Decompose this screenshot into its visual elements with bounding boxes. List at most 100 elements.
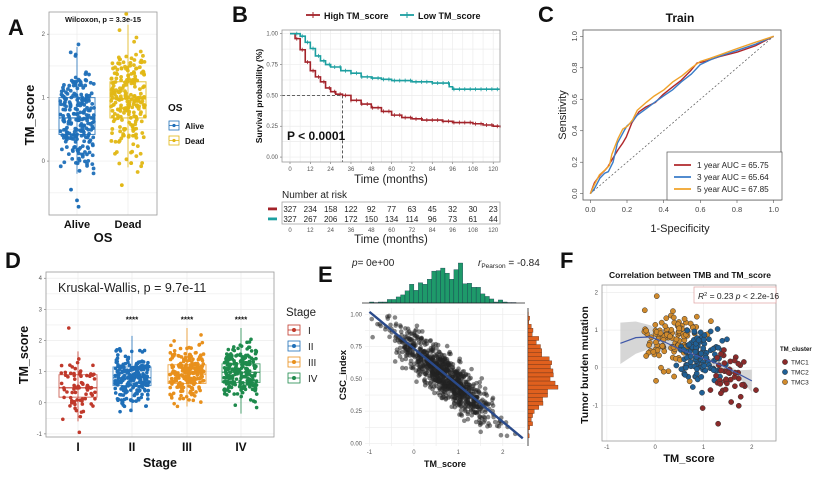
- box-stage-i: [58, 326, 98, 435]
- data-point: [60, 93, 65, 98]
- data-point: [131, 372, 136, 377]
- data-point: [85, 383, 90, 388]
- x-tick-label: -1: [604, 445, 610, 451]
- data-point: [87, 140, 92, 144]
- data-point: [110, 86, 115, 91]
- data-point: [252, 373, 257, 378]
- r2-text: R2 = 0.23 p < 2.2e-16: [698, 291, 779, 301]
- risk-table-title: Number at risk: [282, 190, 348, 201]
- histogram-bar: [527, 380, 556, 386]
- data-point: [458, 359, 463, 365]
- x-tick-label: 0.8: [732, 205, 742, 214]
- risk-value: 96: [428, 215, 437, 224]
- data-point: [252, 363, 256, 368]
- data-point-tmc2: [700, 345, 707, 352]
- box-alive: [58, 42, 96, 209]
- data-point-tmc1: [737, 393, 744, 400]
- legend-label: III: [308, 358, 316, 369]
- panel-label-a: A: [8, 15, 24, 40]
- data-point: [87, 131, 91, 136]
- data-point: [138, 380, 142, 385]
- data-point: [171, 370, 175, 374]
- x-tick-label: 84: [429, 167, 436, 173]
- data-point-tmc3: [693, 313, 700, 320]
- data-point: [250, 387, 255, 392]
- data-point: [89, 91, 94, 96]
- data-point: [121, 388, 126, 393]
- data-point: [60, 147, 64, 152]
- data-point: [184, 365, 188, 369]
- data-point: [66, 119, 71, 124]
- data-point: [117, 28, 122, 33]
- data-point: [414, 379, 419, 385]
- data-point: [144, 404, 148, 408]
- data-point-tmc3: [670, 308, 676, 314]
- histogram-bar: [527, 401, 544, 406]
- data-point: [458, 407, 464, 413]
- data-point: [239, 394, 244, 399]
- data-point: [138, 112, 143, 116]
- data-point-tmc3: [653, 339, 659, 346]
- data-point: [92, 372, 96, 377]
- data-point: [116, 397, 121, 402]
- data-point: [140, 366, 145, 371]
- data-point-tmc2: [698, 350, 704, 357]
- data-point: [465, 416, 471, 422]
- data-point: [235, 371, 240, 376]
- data-point: [80, 152, 84, 157]
- histogram-bar: [527, 393, 548, 398]
- data-point: [387, 334, 392, 340]
- data-point: [449, 367, 455, 373]
- risk-value: 92: [367, 205, 376, 214]
- data-point: [231, 381, 235, 385]
- data-point-tmc2: [673, 362, 680, 369]
- data-point: [67, 83, 72, 88]
- data-point: [59, 381, 64, 386]
- data-point-tmc1: [728, 399, 735, 405]
- data-point: [397, 354, 403, 359]
- data-point-tmc2: [697, 329, 704, 336]
- data-point: [247, 372, 252, 377]
- data-point-tmc2: [699, 389, 705, 396]
- data-point: [456, 399, 462, 405]
- histogram-bar: [527, 356, 550, 361]
- data-point: [181, 396, 186, 401]
- data-point: [115, 379, 120, 384]
- data-point: [146, 388, 151, 393]
- data-point: [411, 364, 416, 370]
- data-point: [123, 107, 127, 112]
- data-point: [124, 66, 128, 71]
- legend-key-dot: [782, 369, 788, 375]
- data-point-tmc2: [686, 341, 693, 348]
- histogram-bar: [527, 348, 542, 353]
- data-point-tmc1: [731, 357, 738, 364]
- data-point: [77, 79, 82, 83]
- data-point: [74, 408, 79, 413]
- data-point: [123, 354, 128, 359]
- data-point: [450, 394, 455, 400]
- histogram-bar: [475, 287, 481, 304]
- data-point-tmc2: [707, 328, 714, 335]
- data-point: [139, 164, 144, 169]
- histogram-bar: [484, 296, 490, 304]
- histogram-bar: [480, 293, 486, 304]
- data-point: [77, 156, 81, 161]
- histogram-bar: [449, 279, 455, 304]
- box-iqr: [221, 363, 261, 383]
- data-point: [432, 390, 437, 396]
- data-point: [119, 78, 123, 83]
- data-point: [403, 356, 409, 362]
- histogram-bar: [462, 283, 468, 304]
- data-point: [227, 376, 231, 381]
- x-axis-title: OS: [94, 230, 113, 245]
- data-point-tmc1: [713, 372, 719, 379]
- y-tick-label: 1: [42, 96, 46, 102]
- legend-label: TMC2: [791, 370, 809, 377]
- data-point: [126, 380, 131, 385]
- data-point-tmc3: [653, 377, 659, 384]
- data-point: [78, 369, 83, 373]
- data-point: [463, 372, 468, 378]
- data-point: [248, 378, 253, 383]
- data-point: [247, 345, 252, 350]
- data-point: [141, 371, 145, 376]
